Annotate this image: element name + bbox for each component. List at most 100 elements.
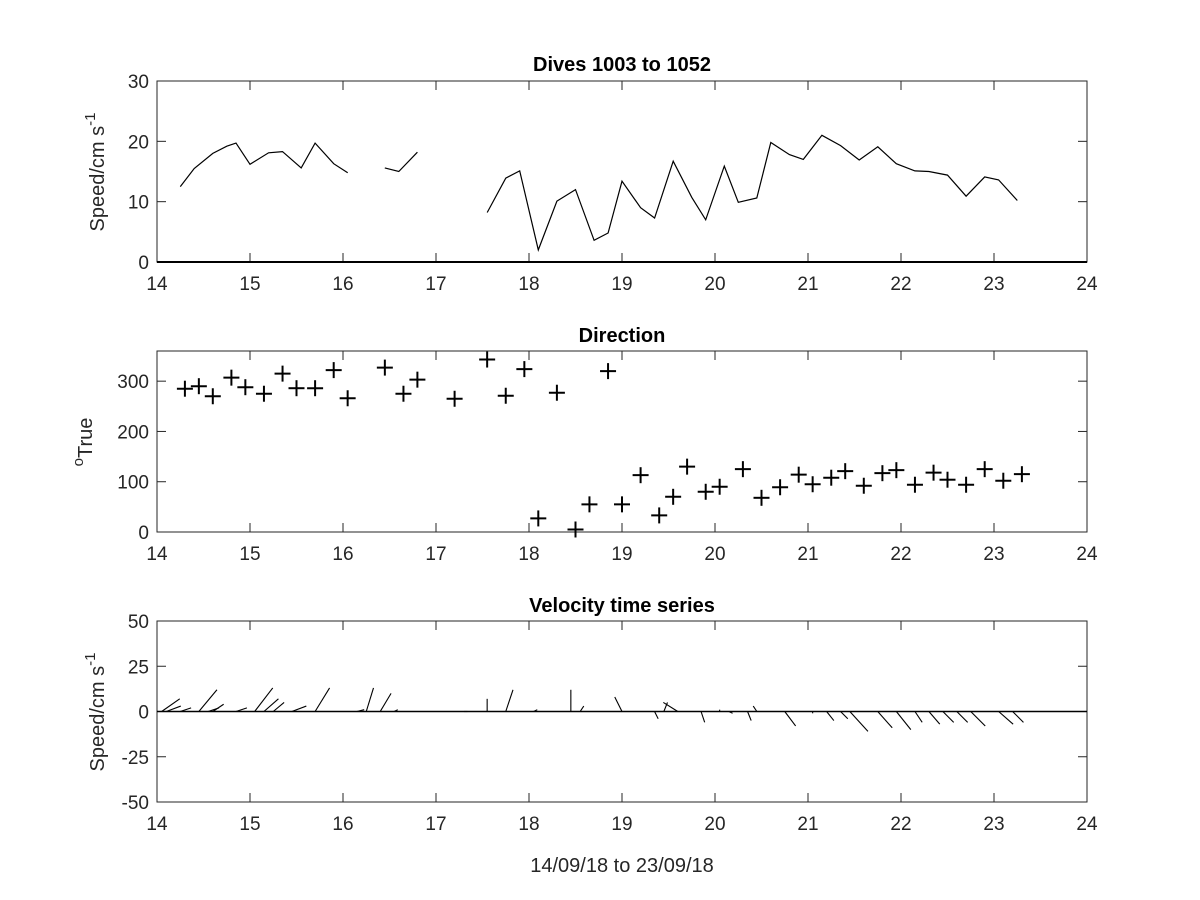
direction-plus-marker <box>906 476 923 493</box>
direction-plus-marker <box>325 362 342 379</box>
direction-plus-marker <box>190 378 207 395</box>
direction-panel: Direction 14 15 16 17 18 19 20 21 22 23 24 0 100 200 3… <box>70 325 1098 565</box>
speed-series <box>157 134 1087 263</box>
velocity-ytick-label: 50 <box>128 612 149 633</box>
direction-plus-marker <box>976 461 993 478</box>
velocity-xtick-label: 22 <box>890 814 911 835</box>
speed-line-segment <box>179 142 349 187</box>
velocity-stick <box>161 698 181 712</box>
velocity-xtick-label: 17 <box>425 814 446 835</box>
direction-ytick-label: 0 <box>138 523 149 544</box>
direction-plus-marker <box>497 387 514 404</box>
direction-plus-marker <box>679 458 696 475</box>
velocity-sticks <box>157 687 1087 732</box>
direction-plus-marker <box>376 359 393 376</box>
direction-plus-marker <box>446 390 463 407</box>
direction-plus-marker <box>837 463 854 480</box>
direction-plus-marker <box>804 476 821 493</box>
velocity-stick <box>254 687 274 712</box>
direction-plus-marker <box>409 371 426 388</box>
speed-ylabel: Speed/cm s-1 <box>82 113 109 232</box>
direction-plus-marker <box>711 478 728 495</box>
velocity-ytick-label: -50 <box>122 793 149 814</box>
speed-xtick-label: 24 <box>1076 274 1098 295</box>
direction-plus-marker <box>307 380 324 397</box>
direction-xtick-label: 18 <box>518 544 539 565</box>
velocity-stick <box>877 711 893 729</box>
direction-plus-marker <box>567 521 584 538</box>
velocity-stick <box>970 711 986 727</box>
velocity-stick <box>784 711 797 727</box>
speed-panel-title: Dives 1003 to 1052 <box>533 54 711 76</box>
speed-xtick-label: 21 <box>797 274 818 295</box>
velocity-stick <box>998 711 1014 725</box>
speed-xtick-label: 20 <box>704 274 725 295</box>
direction-ylabel: oTrue <box>70 418 97 467</box>
velocity-stick <box>198 689 218 712</box>
direction-plus-marker <box>651 507 668 524</box>
velocity-stick <box>272 702 285 712</box>
speed-line-segment <box>384 151 418 173</box>
velocity-stick <box>314 687 331 712</box>
direction-plus-marker <box>530 510 547 527</box>
direction-plus-marker <box>888 462 905 479</box>
direction-plus-marker <box>288 380 305 397</box>
speed-panel: Dives 1003 to 1052 14 15 16 17 18 19 20 21 22 23 2… <box>82 54 1098 295</box>
direction-xtick-label: 19 <box>611 544 632 565</box>
velocity-ylabel-text: Speed/cm s <box>87 666 109 772</box>
direction-plus-marker <box>632 467 649 484</box>
velocity-xtick-label: 15 <box>239 814 260 835</box>
direction-plus-marker <box>939 471 956 488</box>
speed-ytick-label: 0 <box>138 253 149 274</box>
direction-plus-marker <box>479 351 496 368</box>
velocity-ytick-label: 0 <box>138 703 149 724</box>
velocity-xtick-label: 16 <box>332 814 353 835</box>
speed-ytick-label: 10 <box>128 193 149 214</box>
velocity-stick <box>942 711 955 723</box>
direction-plus-marker <box>823 469 840 486</box>
direction-plus-marker <box>600 363 617 380</box>
velocity-ylabel: Speed/cm s-1 <box>82 653 109 772</box>
velocity-stick <box>180 707 192 713</box>
direction-plus-marker <box>697 483 714 500</box>
velocity-stick <box>212 703 224 712</box>
velocity-panel: Velocity time series 14 15 16 17 18 19 20 21 22 2… <box>82 595 1098 877</box>
velocity-xtick-label: 21 <box>797 814 818 835</box>
direction-ylabel-superscript: o <box>70 458 87 466</box>
velocity-stick <box>752 705 758 712</box>
velocity-stick <box>365 687 375 712</box>
direction-plus-marker <box>581 496 598 513</box>
speed-xtick-label: 17 <box>425 274 446 295</box>
direction-plus-marker <box>255 385 272 402</box>
velocity-stick <box>663 701 679 712</box>
speed-axis-ticks: 14 15 16 17 18 19 20 21 22 23 24 0 10 20 30 <box>128 72 1098 295</box>
velocity-stick <box>747 711 752 721</box>
velocity-stick <box>263 698 279 712</box>
speed-ylabel-text: Speed/cm s <box>87 126 109 232</box>
speed-ylabel-superscript: -1 <box>82 113 99 126</box>
direction-panel-title: Direction <box>579 325 666 347</box>
velocity-stick <box>956 711 969 723</box>
velocity-xtick-label: 20 <box>704 814 725 835</box>
speed-xtick-label: 23 <box>983 274 1004 295</box>
velocity-xtick-label: 14 <box>146 814 168 835</box>
velocity-stick <box>356 709 365 713</box>
direction-xtick-label: 24 <box>1076 544 1098 565</box>
velocity-xtick-label: 23 <box>983 814 1004 835</box>
speed-ytick-label: 20 <box>128 132 149 153</box>
direction-plus-marker <box>274 365 291 382</box>
direction-plus-marker <box>548 384 565 401</box>
velocity-stick <box>614 696 623 712</box>
direction-plus-marker <box>855 477 872 494</box>
velocity-xlabel: 14/09/18 to 23/09/18 <box>530 855 714 877</box>
speed-xtick-label: 22 <box>890 274 911 295</box>
velocity-xtick-label: 18 <box>518 814 539 835</box>
velocity-stick <box>166 705 181 713</box>
velocity-xtick-label: 19 <box>611 814 632 835</box>
direction-xtick-label: 21 <box>797 544 818 565</box>
direction-xtick-label: 20 <box>704 544 725 565</box>
direction-ytick-label: 300 <box>117 372 149 393</box>
speed-axes-box <box>156 80 1088 263</box>
direction-plus-marker <box>772 479 789 496</box>
